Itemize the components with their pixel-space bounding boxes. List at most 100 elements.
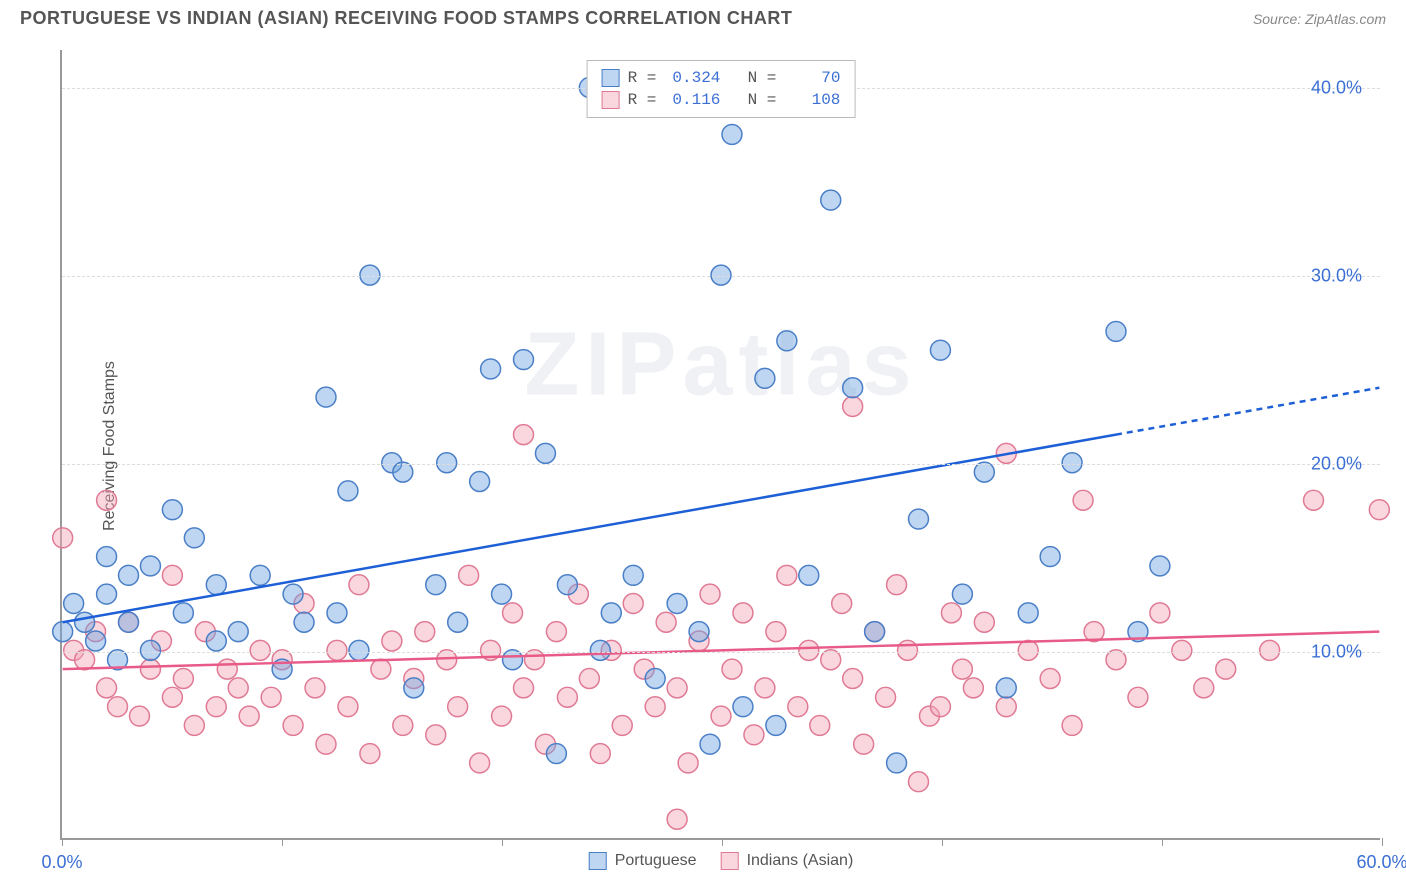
scatter-point — [173, 603, 193, 623]
y-tick-label: 10.0% — [1311, 641, 1362, 662]
scatter-point — [667, 678, 687, 698]
scatter-point — [415, 622, 435, 642]
x-tick — [1382, 838, 1383, 846]
scatter-point — [1194, 678, 1214, 698]
y-tick-label: 20.0% — [1311, 453, 1362, 474]
scatter-point — [722, 659, 742, 679]
scatter-point — [448, 612, 468, 632]
scatter-point — [612, 715, 632, 735]
swatch-portuguese — [602, 69, 620, 87]
scatter-point — [711, 706, 731, 726]
scatter-point — [404, 678, 424, 698]
scatter-point — [1018, 603, 1038, 623]
scatter-point — [1260, 640, 1280, 660]
legend-label-portuguese: Portuguese — [615, 852, 697, 870]
scatter-point — [810, 715, 830, 735]
scatter-point — [930, 697, 950, 717]
scatter-point — [64, 594, 84, 614]
scatter-point — [228, 678, 248, 698]
correlation-legend: R = 0.324 N = 70 R = 0.116 N = 108 — [587, 60, 856, 118]
scatter-point — [184, 715, 204, 735]
scatter-point — [535, 443, 555, 463]
x-tick — [1162, 838, 1163, 846]
scatter-point — [843, 397, 863, 417]
scatter-point — [97, 678, 117, 698]
scatter-point — [305, 678, 325, 698]
scatter-point — [996, 697, 1016, 717]
scatter-point — [437, 453, 457, 473]
scatter-point — [667, 594, 687, 614]
x-tick — [502, 838, 503, 846]
scatter-point — [1369, 500, 1389, 520]
scatter-point — [821, 190, 841, 210]
regression-line-extrapolated — [1116, 388, 1379, 435]
legend-row-indians: R = 0.116 N = 108 — [602, 89, 841, 111]
scatter-point — [448, 697, 468, 717]
y-tick-label: 40.0% — [1311, 77, 1362, 98]
scatter-point — [97, 584, 117, 604]
scatter-point — [1150, 556, 1170, 576]
scatter-point — [700, 584, 720, 604]
y-tick-label: 30.0% — [1311, 265, 1362, 286]
scatter-point — [1062, 453, 1082, 473]
chart-header: PORTUGUESE VS INDIAN (ASIAN) RECEIVING F… — [0, 0, 1406, 33]
scatter-point — [887, 575, 907, 595]
scatter-point — [459, 565, 479, 585]
scatter-point — [228, 622, 248, 642]
scatter-point — [1150, 603, 1170, 623]
scatter-point — [327, 603, 347, 623]
swatch-indians-bottom — [721, 852, 739, 870]
scatter-point — [316, 387, 336, 407]
scatter-point — [733, 603, 753, 623]
scatter-point — [755, 678, 775, 698]
scatter-point — [909, 772, 929, 792]
source-prefix: Source: — [1253, 11, 1305, 27]
scatter-point — [250, 640, 270, 660]
scatter-point — [700, 734, 720, 754]
scatter-point — [799, 565, 819, 585]
scatter-point — [865, 622, 885, 642]
scatter-point — [898, 640, 918, 660]
x-tick-label: 0.0% — [41, 852, 82, 873]
scatter-point — [349, 640, 369, 660]
scatter-point — [514, 678, 534, 698]
scatter-point — [86, 631, 106, 651]
scatter-point — [590, 640, 610, 660]
x-tick — [282, 838, 283, 846]
scatter-point — [162, 565, 182, 585]
scatter-point — [952, 659, 972, 679]
scatter-point — [140, 659, 160, 679]
scatter-point — [283, 584, 303, 604]
legend-r-label: R = — [628, 69, 657, 87]
scatter-point — [492, 706, 512, 726]
scatter-point — [623, 594, 643, 614]
legend-r-val-1: 0.116 — [664, 91, 720, 109]
scatter-point — [119, 565, 139, 585]
scatter-point — [283, 715, 303, 735]
scatter-point — [766, 715, 786, 735]
scatter-point — [217, 659, 237, 679]
scatter-point — [97, 547, 117, 567]
scatter-point — [173, 669, 193, 689]
source-attribution: Source: ZipAtlas.com — [1253, 11, 1386, 27]
x-tick — [722, 838, 723, 846]
scatter-point — [930, 340, 950, 360]
scatter-point — [601, 603, 621, 623]
scatter-point — [1062, 715, 1082, 735]
legend-label-indians: Indians (Asian) — [747, 852, 854, 870]
scatter-point — [678, 753, 698, 773]
scatter-point — [382, 631, 402, 651]
scatter-point — [656, 612, 676, 632]
legend-item-indians: Indians (Asian) — [721, 852, 854, 870]
legend-item-portuguese: Portuguese — [589, 852, 697, 870]
series-legend: Portuguese Indians (Asian) — [589, 852, 854, 870]
scatter-point — [843, 669, 863, 689]
scatter-point — [184, 528, 204, 548]
scatter-point — [97, 490, 117, 510]
scatter-point — [557, 687, 577, 707]
x-tick — [942, 838, 943, 846]
scatter-point — [426, 575, 446, 595]
scatter-point — [579, 669, 599, 689]
scatter-point — [130, 706, 150, 726]
scatter-point — [974, 612, 994, 632]
